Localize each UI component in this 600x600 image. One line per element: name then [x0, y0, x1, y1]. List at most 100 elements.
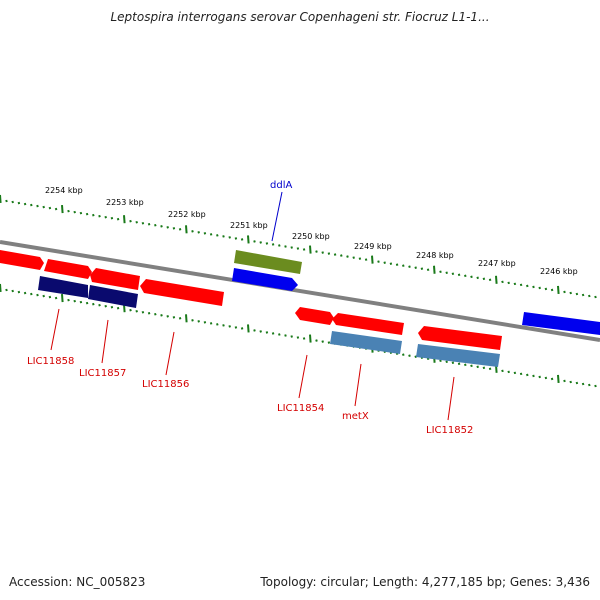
minor-tick	[116, 217, 120, 221]
gene-feature-metx-red[interactable]	[332, 313, 404, 335]
minor-tick	[457, 273, 461, 277]
gene-label-lic11856[interactable]: LIC11856	[142, 379, 189, 390]
minor-tick	[147, 222, 151, 226]
gene-label-metx[interactable]: metX	[342, 411, 369, 422]
minor-tick	[228, 236, 231, 239]
minor-tick	[259, 241, 262, 244]
minor-tick	[414, 266, 417, 269]
minor-tick	[464, 274, 467, 278]
major-tick	[309, 334, 312, 343]
gene-feature-right-cds[interactable]	[522, 312, 600, 335]
major-tick	[61, 205, 64, 214]
connector-metx	[354, 363, 362, 407]
minor-tick	[240, 327, 244, 330]
minor-tick	[135, 309, 138, 313]
minor-tick	[104, 215, 107, 219]
genome-backbone	[0, 240, 600, 342]
minor-tick	[48, 206, 52, 210]
minor-tick	[575, 381, 579, 385]
gene-feature-forward-4[interactable]	[140, 279, 224, 306]
minor-tick	[594, 384, 597, 388]
major-tick	[371, 255, 374, 264]
minor-tick	[414, 355, 417, 358]
minor-tick	[23, 202, 27, 206]
minor-tick	[513, 282, 517, 286]
minor-tick	[358, 257, 362, 260]
minor-tick	[501, 369, 504, 373]
gene-feature-metx[interactable]	[330, 331, 402, 354]
accession-text: Accession: NC_005823	[9, 575, 146, 589]
minor-tick	[569, 291, 572, 295]
gene-feature-ddla-cds[interactable]	[232, 268, 298, 291]
minor-tick	[507, 281, 510, 285]
minor-tick	[333, 253, 337, 256]
minor-tick	[98, 214, 101, 218]
major-tick	[433, 265, 436, 274]
minor-tick	[54, 296, 58, 300]
minor-tick	[383, 261, 386, 264]
minor-tick	[470, 364, 473, 368]
minor-tick	[92, 302, 95, 306]
gene-feature-forward-2[interactable]	[44, 259, 92, 279]
minor-tick	[222, 235, 225, 238]
minor-tick	[327, 252, 331, 255]
minor-tick	[222, 324, 225, 327]
gene-feature-lic11854[interactable]	[295, 307, 334, 325]
gene-label-lic11852[interactable]: LIC11852	[426, 425, 473, 436]
minor-tick	[445, 360, 448, 364]
minor-tick	[178, 317, 182, 320]
minor-tick	[234, 326, 238, 329]
minor-tick	[476, 276, 479, 280]
connector-lic11852	[447, 376, 455, 421]
scale-label-2252: 2252 kbp	[168, 210, 206, 219]
minor-tick	[253, 329, 256, 332]
gene-feature-forward-3[interactable]	[90, 268, 140, 290]
minor-tick	[321, 251, 324, 254]
gene-feature-ddla[interactable]	[234, 250, 302, 274]
scale-label-2246: 2246 kbp	[540, 267, 578, 276]
minor-tick	[538, 286, 541, 290]
minor-tick	[302, 248, 306, 251]
minor-tick	[160, 224, 163, 228]
minor-tick	[73, 210, 76, 214]
minor-tick	[110, 305, 114, 309]
minor-tick	[11, 200, 14, 204]
minor-tick	[284, 245, 287, 248]
minor-tick	[321, 340, 324, 343]
gene-feature-forward-1[interactable]	[0, 250, 44, 270]
gene-feature-lic11852-red[interactable]	[418, 326, 502, 350]
minor-tick	[42, 205, 45, 209]
major-tick	[557, 374, 560, 384]
minor-tick	[197, 320, 200, 323]
gene-feature-lic11852[interactable]	[416, 344, 500, 367]
minor-tick	[209, 322, 213, 325]
gene-label-lic11857[interactable]: LIC11857	[79, 368, 126, 379]
minor-tick	[30, 203, 33, 207]
minor-tick	[588, 383, 591, 387]
minor-tick	[290, 246, 293, 249]
minor-tick	[216, 323, 219, 326]
minor-tick	[166, 314, 169, 318]
gene-label-lic11854[interactable]: LIC11854	[277, 403, 324, 414]
scale-label-2253: 2253 kbp	[106, 198, 144, 207]
gene-feature-lic11857[interactable]	[88, 285, 138, 308]
minor-tick	[166, 225, 169, 229]
minor-tick	[216, 234, 219, 237]
minor-tick	[73, 299, 76, 303]
minor-tick	[457, 362, 461, 366]
gene-label-lic11858[interactable]: LIC11858	[27, 356, 74, 367]
minor-tick	[364, 258, 368, 261]
minor-tick	[563, 379, 566, 383]
gene-feature-lic11858[interactable]	[38, 276, 88, 298]
gene-label-ddla[interactable]: ddlA	[270, 180, 292, 191]
minor-tick	[538, 375, 541, 379]
scale-label-2249: 2249 kbp	[354, 242, 392, 251]
minor-tick	[110, 216, 114, 220]
minor-tick	[569, 380, 572, 384]
minor-tick	[104, 304, 107, 308]
minor-tick	[532, 374, 535, 378]
minor-tick	[550, 377, 554, 381]
minor-tick	[160, 313, 163, 317]
minor-tick	[36, 293, 39, 297]
scale-label-2247: 2247 kbp	[478, 259, 516, 268]
